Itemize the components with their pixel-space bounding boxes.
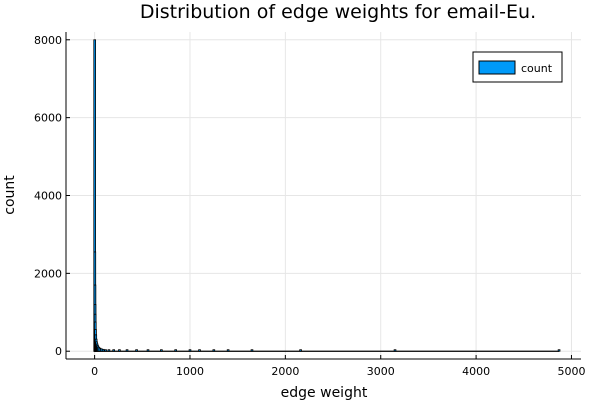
histogram-bar bbox=[101, 348, 105, 352]
x-tick-label: 3000 bbox=[367, 365, 395, 378]
y-tick-label: 4000 bbox=[34, 190, 62, 203]
histogram-bar bbox=[212, 349, 216, 352]
x-tick-label: 5000 bbox=[557, 365, 585, 378]
histogram-bar bbox=[198, 349, 201, 352]
y-tick-label: 0 bbox=[55, 345, 62, 358]
x-axis-label: edge weight bbox=[281, 385, 368, 400]
legend-swatch bbox=[478, 60, 516, 75]
y-tick-label: 6000 bbox=[34, 112, 62, 125]
histogram-bar bbox=[557, 349, 561, 352]
histogram-bar bbox=[135, 349, 138, 352]
histogram-bar bbox=[393, 349, 397, 352]
histogram-bar bbox=[174, 349, 177, 352]
legend: count bbox=[472, 51, 563, 83]
histogram-bar bbox=[146, 349, 150, 352]
histogram-bar bbox=[104, 349, 107, 352]
y-tick-label: 8000 bbox=[34, 34, 62, 47]
histogram-bar bbox=[299, 349, 302, 352]
x-tick-label: 0 bbox=[91, 365, 98, 378]
y-ticks: 0 2000 4000 6000 8000 bbox=[34, 34, 70, 358]
legend-box bbox=[472, 51, 563, 83]
histogram-bar bbox=[188, 349, 192, 352]
x-tick-label: 1000 bbox=[176, 365, 204, 378]
legend-label-count: count bbox=[521, 62, 553, 75]
histogram-bar bbox=[250, 349, 254, 352]
histogram-bar bbox=[160, 349, 163, 352]
histogram-bar bbox=[125, 349, 129, 352]
histogram-bar bbox=[107, 349, 111, 352]
chart-title: Distribution of edge weights for email-E… bbox=[140, 1, 536, 23]
y-tick-label: 2000 bbox=[34, 267, 62, 280]
histogram-bar bbox=[118, 349, 121, 352]
x-tick-label: 4000 bbox=[462, 365, 490, 378]
histogram-bar bbox=[112, 349, 115, 352]
x-ticks: 0 1000 2000 3000 4000 5000 bbox=[91, 355, 585, 378]
bars bbox=[93, 39, 561, 352]
histogram-bar bbox=[226, 349, 230, 352]
x-tick-label: 2000 bbox=[271, 365, 299, 378]
y-axis-label: count bbox=[2, 175, 18, 215]
